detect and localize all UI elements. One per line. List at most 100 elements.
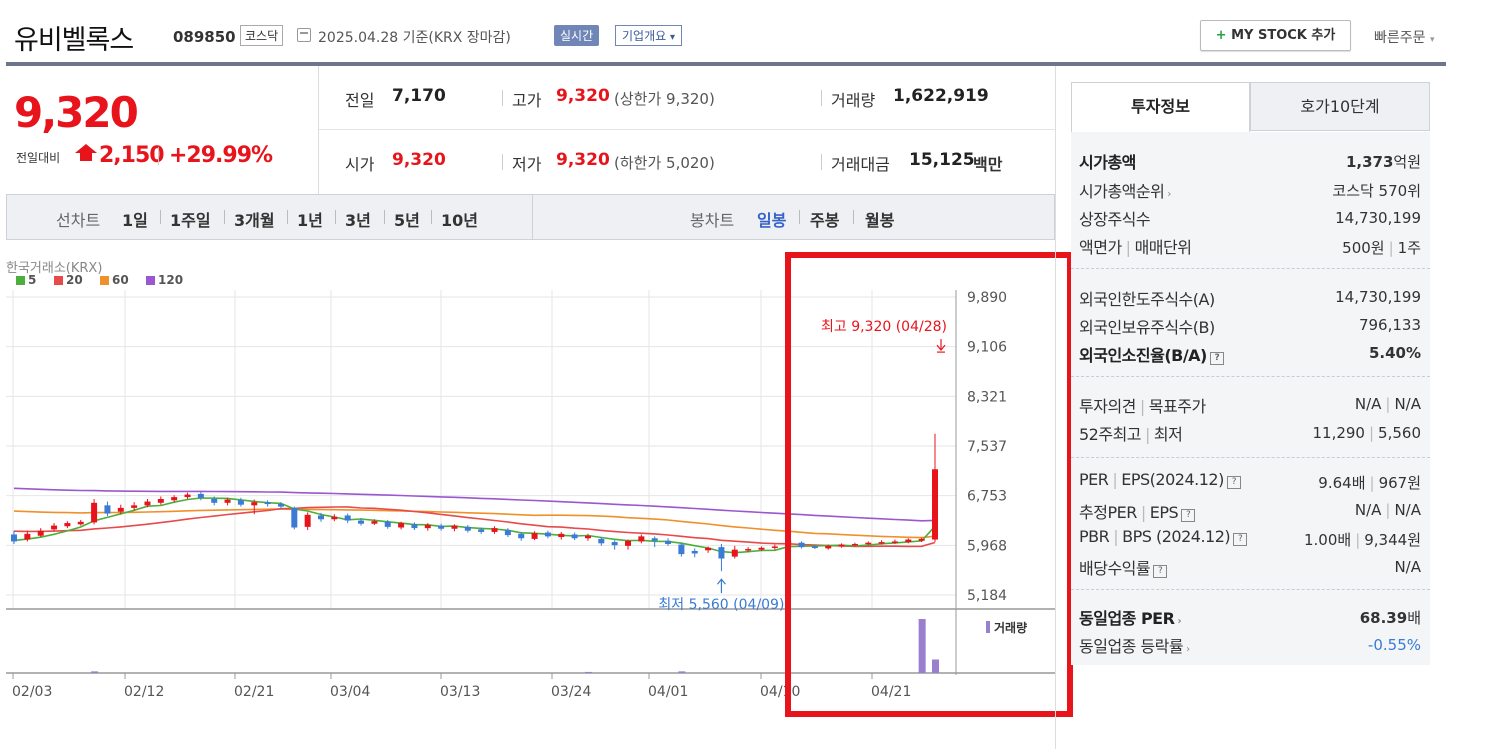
candle-body bbox=[571, 534, 578, 539]
label: 배당수익률 bbox=[1079, 559, 1151, 578]
candle-body bbox=[731, 549, 738, 557]
pbr-bps-value: 1.00배 | 9,344원 bbox=[1303, 531, 1421, 549]
y-tick-label: 5,184 bbox=[967, 588, 1007, 604]
quick-order-button[interactable]: 빠른주문 ▾ bbox=[1374, 27, 1435, 47]
divider bbox=[502, 154, 503, 170]
candle-body bbox=[771, 546, 778, 548]
label: EPS bbox=[1149, 503, 1179, 522]
value: N/A bbox=[1354, 501, 1382, 519]
x-tick-label: 04/01 bbox=[648, 684, 688, 700]
foreign-holding-value: 796,133 bbox=[1358, 316, 1421, 334]
amount-value: 15,125 bbox=[909, 150, 975, 170]
help-icon[interactable]: ? bbox=[1181, 509, 1196, 522]
candle-body bbox=[625, 540, 631, 546]
candle-body bbox=[384, 521, 391, 527]
help-icon[interactable]: ? bbox=[1226, 476, 1241, 489]
help-icon[interactable]: ? bbox=[1153, 565, 1168, 578]
label: PER bbox=[1079, 470, 1109, 489]
52w-label: 52주최고 | 최저 bbox=[1079, 425, 1183, 444]
industry-per-label[interactable]: 동일업종 PER › bbox=[1079, 605, 1182, 629]
legend-ma20: 20 bbox=[54, 273, 83, 287]
candle-body bbox=[745, 549, 752, 551]
upper-limit: (상한가 9,320) bbox=[614, 90, 715, 108]
volume-bar bbox=[678, 671, 686, 673]
tab-order-book[interactable]: 호가10단계 bbox=[1250, 82, 1430, 131]
row-divider bbox=[319, 129, 1055, 130]
candle-body bbox=[117, 507, 124, 512]
realtime-button[interactable]: 실시간 bbox=[554, 25, 600, 46]
moving-average-line bbox=[13, 497, 936, 554]
tab-weekly[interactable]: 주봉 bbox=[810, 211, 840, 230]
low-value: 9,320 bbox=[556, 150, 610, 170]
add-my-stock-button[interactable]: + MY STOCK 추가 bbox=[1200, 20, 1351, 51]
dividend-label: 배당수익률? bbox=[1079, 555, 1168, 579]
y-tick-label: 9,890 bbox=[967, 290, 1007, 306]
tab-1w[interactable]: 1주일 bbox=[170, 211, 211, 230]
tab-3y[interactable]: 3년 bbox=[345, 211, 371, 230]
candle-body bbox=[718, 547, 725, 559]
y-tick-label: 8,321 bbox=[967, 389, 1007, 405]
value: 5,560 bbox=[1378, 424, 1421, 442]
x-tick-label: 02/03 bbox=[12, 684, 52, 700]
candle-body bbox=[51, 525, 58, 530]
foreign-limit-label: 외국인한도주식수(A) bbox=[1079, 290, 1215, 309]
tab-investment-info[interactable]: 투자정보 bbox=[1071, 82, 1250, 132]
chart-period-tabs bbox=[6, 194, 1055, 240]
change-percent: +29.99% bbox=[169, 143, 273, 168]
tab-1d[interactable]: 1일 bbox=[122, 211, 148, 230]
prev-close-label: 전일 bbox=[345, 91, 375, 110]
company-overview-button[interactable]: 기업개요 ▾ bbox=[615, 25, 683, 46]
divider bbox=[532, 194, 533, 240]
value: 9.64배 bbox=[1318, 474, 1366, 492]
label: 추정PER bbox=[1079, 503, 1137, 522]
volume-legend-label: 거래량 bbox=[994, 620, 1027, 635]
tab-5y[interactable]: 5년 bbox=[394, 211, 420, 230]
candle-body bbox=[691, 550, 698, 554]
help-icon[interactable]: ? bbox=[1233, 533, 1248, 546]
volume-bar bbox=[932, 659, 939, 673]
divider bbox=[335, 210, 336, 224]
divider bbox=[224, 210, 225, 224]
volume-bar bbox=[918, 619, 926, 673]
market-cap-rank-value: 코스닥 570위 bbox=[1332, 182, 1421, 200]
tab-monthly[interactable]: 월봉 bbox=[865, 211, 895, 230]
change-amount: 2,150 bbox=[99, 143, 165, 168]
tab-3m[interactable]: 3개월 bbox=[234, 211, 275, 230]
candle-body bbox=[11, 534, 17, 542]
candle-body bbox=[331, 516, 338, 520]
legend-label: 120 bbox=[158, 273, 184, 287]
legend-ma60: 60 bbox=[100, 273, 129, 287]
chevron-right-icon: › bbox=[1167, 189, 1171, 200]
candle-body bbox=[665, 540, 672, 544]
candle-body bbox=[865, 542, 872, 545]
divider bbox=[158, 147, 159, 165]
divider bbox=[384, 210, 385, 224]
market-cap-rank-label[interactable]: 시가총액순위 › bbox=[1079, 178, 1171, 202]
chevron-right-icon: › bbox=[1186, 644, 1190, 655]
candle-body bbox=[798, 542, 805, 548]
candle-body bbox=[878, 542, 885, 544]
candle-body bbox=[918, 538, 925, 541]
divider bbox=[853, 210, 854, 224]
foreign-ratio-label: 외국인소진율(B/A)? bbox=[1079, 342, 1224, 366]
moving-average-line bbox=[13, 506, 936, 548]
label: 매매단위 bbox=[1134, 238, 1192, 257]
candle-body bbox=[504, 530, 511, 536]
tab-10y[interactable]: 10년 bbox=[441, 211, 478, 230]
candle-body bbox=[651, 538, 658, 541]
market-cap-number: 1,373 bbox=[1345, 153, 1394, 171]
company-overview-label: 기업개요 bbox=[622, 29, 667, 43]
candle-body bbox=[358, 520, 365, 524]
volume-value: 1,622,919 bbox=[893, 86, 989, 106]
tab-1y[interactable]: 1년 bbox=[297, 211, 323, 230]
help-icon[interactable]: ? bbox=[1209, 352, 1224, 365]
tab-daily[interactable]: 일봉 bbox=[757, 211, 787, 230]
candle-body bbox=[478, 529, 485, 532]
value: 967원 bbox=[1378, 474, 1421, 492]
candle-body bbox=[398, 523, 405, 528]
candle-body bbox=[37, 530, 44, 536]
candle-body bbox=[91, 502, 98, 523]
label: 최저 bbox=[1153, 425, 1183, 444]
industry-change-label[interactable]: 동일업종 등락률 › bbox=[1079, 633, 1190, 657]
highlight-box bbox=[785, 252, 1073, 717]
